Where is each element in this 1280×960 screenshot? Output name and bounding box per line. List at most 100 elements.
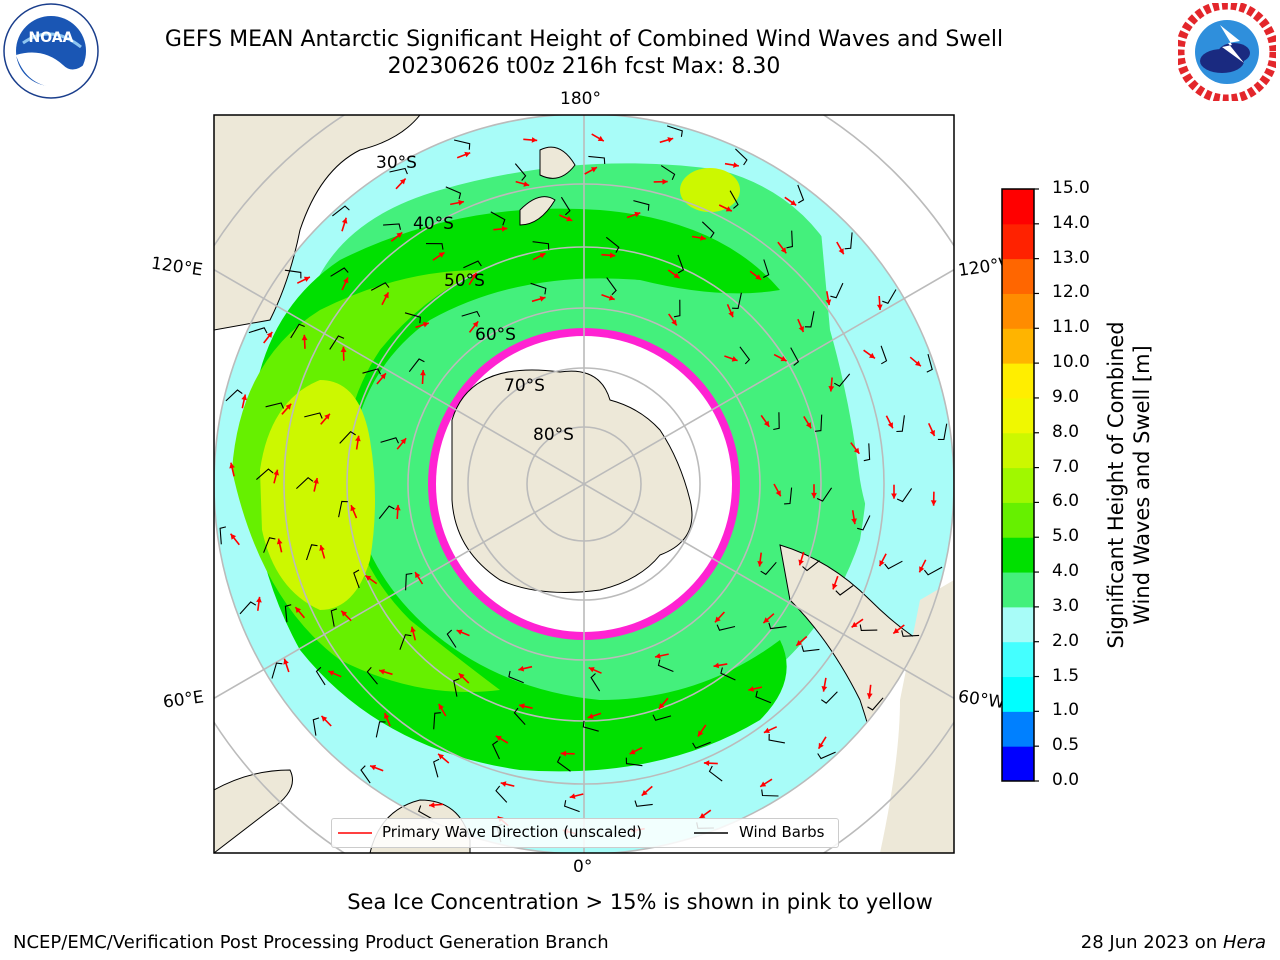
wind-barb bbox=[863, 443, 871, 462]
colorbar-segment bbox=[1002, 293, 1034, 329]
nws-logo-icon bbox=[1178, 3, 1276, 101]
lat-label-80s: 80°S bbox=[533, 425, 574, 445]
wind-barb bbox=[284, 269, 302, 279]
wave-arrow-head bbox=[324, 413, 330, 420]
colorbar-segment bbox=[1002, 676, 1034, 712]
wind-barb bbox=[768, 733, 785, 744]
chart-subtitle: 20230626 t00z 216h fcst Max: 8.30 bbox=[387, 54, 781, 79]
colorbar-label-line1: Significant Height of Combined bbox=[1104, 321, 1128, 649]
wind-barb bbox=[383, 223, 402, 230]
wind-barb bbox=[816, 487, 833, 502]
colorbar-tick-label: 8.0 bbox=[1052, 421, 1080, 442]
wave-arrow-head bbox=[383, 292, 389, 299]
wind-barb bbox=[530, 282, 547, 295]
wind-barb bbox=[633, 200, 650, 211]
wave-arrow-head bbox=[915, 360, 921, 367]
wind-barb bbox=[801, 645, 820, 652]
colorbar bbox=[1001, 188, 1039, 782]
wave-arrow-head bbox=[295, 607, 301, 613]
barb-legend-label: Wind Barbs bbox=[739, 823, 825, 841]
wind-barb bbox=[896, 415, 905, 433]
wind-barb bbox=[739, 346, 751, 365]
wind-barb bbox=[880, 345, 888, 365]
wind-barb bbox=[225, 389, 243, 402]
wave-arrow-head bbox=[400, 438, 407, 445]
wave-arrow-head bbox=[539, 296, 546, 302]
wind-barb bbox=[867, 697, 884, 711]
madagascar bbox=[214, 769, 293, 853]
wave-arrow-head bbox=[591, 167, 597, 173]
wind-barb bbox=[378, 505, 395, 519]
wave-arrow-head bbox=[396, 232, 403, 238]
wind-barb bbox=[830, 282, 844, 299]
wave-arrow-head bbox=[608, 295, 615, 301]
noaa-logo-text: NOAA bbox=[29, 30, 74, 46]
graticule bbox=[214, 115, 954, 853]
wind-barb bbox=[763, 259, 770, 278]
wave-arrow-head bbox=[365, 575, 372, 581]
wave-arrow-head bbox=[313, 478, 319, 484]
wind-barb bbox=[560, 196, 571, 216]
wave-arrow-head bbox=[731, 356, 738, 362]
wind-barb bbox=[418, 805, 433, 820]
wave-arrow-head bbox=[715, 616, 721, 623]
wave-arrow-head bbox=[458, 199, 464, 206]
wave-arrow-head bbox=[438, 703, 444, 710]
wind-barb bbox=[797, 184, 805, 204]
wind-barb bbox=[271, 662, 283, 679]
wave-arrow-head bbox=[560, 750, 567, 757]
noaa-logo-icon: NOAA bbox=[3, 3, 99, 99]
wave-arrow-head bbox=[805, 422, 812, 429]
wave-arrow-head bbox=[667, 137, 674, 143]
colorbar-segment bbox=[1002, 537, 1034, 573]
wind-barb bbox=[425, 243, 444, 250]
wave-arrow-head bbox=[471, 272, 477, 279]
wave-arrow-head bbox=[893, 628, 900, 634]
wave-arrow-head bbox=[919, 566, 925, 573]
wave-arrow-head bbox=[341, 217, 348, 224]
wind-barb bbox=[329, 335, 345, 350]
wind-barb bbox=[761, 789, 779, 797]
wave-arrow-head bbox=[370, 764, 377, 771]
wind-barb bbox=[732, 292, 742, 309]
wave-arrow-head bbox=[662, 178, 668, 185]
wind-barb bbox=[735, 148, 748, 166]
footer-left: NCEP/EMC/Verification Post Processing Pr… bbox=[13, 932, 609, 953]
colorbar-tick-label: 5.0 bbox=[1052, 526, 1080, 547]
wind-barb bbox=[304, 412, 323, 419]
wind-barb bbox=[820, 691, 838, 704]
wave-arrow-head bbox=[703, 760, 710, 766]
wave-arrow-head bbox=[597, 135, 604, 142]
wave-arrow-head bbox=[697, 730, 704, 737]
wave-arrow-head bbox=[655, 653, 661, 659]
colorbar-segment bbox=[1002, 328, 1034, 364]
colorbar-tick-label: 7.0 bbox=[1052, 456, 1080, 477]
wind-barb bbox=[433, 758, 440, 778]
wave-arrow-head bbox=[733, 162, 739, 168]
barb-legend-line bbox=[694, 832, 728, 834]
wave-arrow-head bbox=[410, 626, 416, 633]
wind-barb bbox=[461, 310, 481, 318]
colorbar-segment bbox=[1002, 746, 1034, 782]
wave-arrow-head bbox=[851, 621, 858, 628]
wind-barb bbox=[708, 765, 723, 782]
wave-arrow-head bbox=[587, 713, 594, 719]
wave-arrow-head bbox=[518, 665, 525, 672]
wind-barb bbox=[433, 712, 441, 730]
colorbar-label: Significant Height of Combined Wind Wave… bbox=[1103, 321, 1155, 648]
wave-arrow-head bbox=[420, 370, 426, 376]
wave-arrow-head bbox=[671, 319, 677, 326]
wave-arrow-head bbox=[350, 505, 356, 512]
wave-arrow-head bbox=[879, 560, 885, 567]
wind-barb bbox=[405, 572, 413, 591]
wind-barb bbox=[634, 800, 653, 807]
wave-arrow-head bbox=[569, 793, 576, 799]
wind-barb bbox=[896, 488, 913, 503]
wind-barb bbox=[408, 358, 425, 373]
wave-arrow-head bbox=[456, 629, 463, 635]
wave-arrow-head bbox=[319, 545, 325, 551]
wave-arrow-head bbox=[539, 253, 546, 259]
wind-barb bbox=[563, 800, 580, 813]
wave-arrow-head bbox=[355, 435, 361, 442]
wind-barb bbox=[773, 412, 780, 431]
